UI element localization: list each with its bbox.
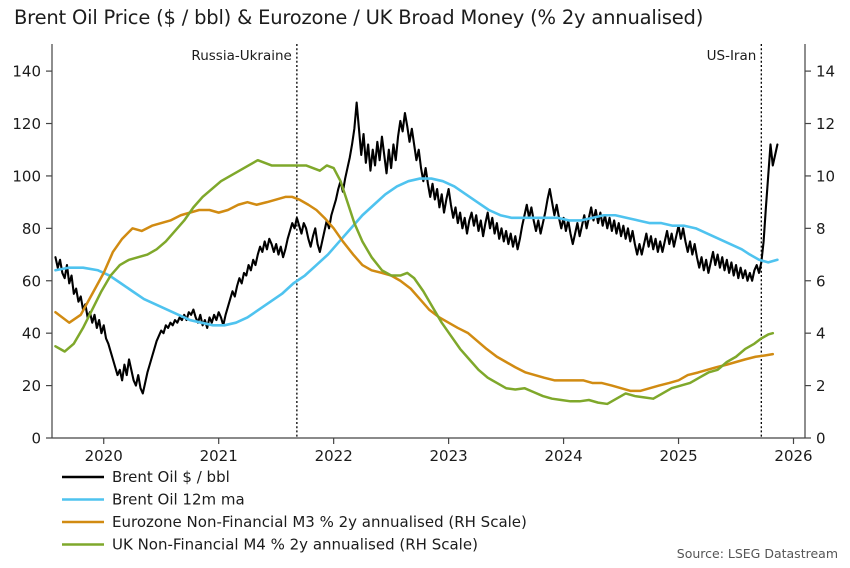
left-axis-tick-label: 40 xyxy=(22,325,41,343)
x-axis-tick-label: 2026 xyxy=(774,447,812,465)
right-y-axis: 0 2 4 6 8 10 12 14 xyxy=(804,44,835,448)
left-axis-tick-label: 0 xyxy=(31,430,41,448)
right-axis-tick-label: 6 xyxy=(816,272,826,290)
x-axis: 2020 2021 2022 2023 2024 2025 2026 xyxy=(52,437,813,465)
left-axis-tick-label: 140 xyxy=(12,63,41,81)
legend-label: Brent Oil 12m ma xyxy=(112,491,245,509)
source-label: Source: LSEG Datastream xyxy=(677,546,838,561)
right-axis-tick-label: 12 xyxy=(816,115,835,133)
event-label: US-Iran xyxy=(707,48,757,64)
right-axis-tick-label: 0 xyxy=(816,430,826,448)
left-y-axis: 0 20 40 60 80 100 120 140 xyxy=(12,44,53,448)
left-axis-tick-label: 100 xyxy=(12,167,41,185)
legend-label: UK Non-Financial M4 % 2y annualised (RH … xyxy=(112,536,478,554)
event-label: Russia-Ukraine xyxy=(191,48,291,64)
series-line-0 xyxy=(54,101,779,395)
left-axis-tick-label: 60 xyxy=(22,272,41,290)
legend-label: Brent Oil $ / bbl xyxy=(112,468,230,486)
x-axis-tick-label: 2024 xyxy=(544,447,582,465)
x-axis-tick-label: 2022 xyxy=(315,447,353,465)
series-line-1 xyxy=(54,177,779,327)
page-title: Brent Oil Price ($ / bbl) & Eurozone / U… xyxy=(14,6,704,29)
x-axis-tick-label: 2023 xyxy=(430,447,468,465)
x-axis-tick-label: 2020 xyxy=(85,447,123,465)
data-series xyxy=(54,101,779,406)
x-axis-tick-label: 2025 xyxy=(659,447,697,465)
source-attribution: Source: LSEG Datastream xyxy=(677,546,838,561)
chart-legend: Brent Oil $ / bbl Brent Oil 12m ma Eurozon… xyxy=(62,468,527,554)
left-axis-tick-label: 20 xyxy=(22,377,41,395)
left-axis-tick-label: 120 xyxy=(12,115,41,133)
right-axis-tick-label: 4 xyxy=(816,325,826,343)
right-axis-tick-label: 2 xyxy=(816,377,826,395)
series-line-2 xyxy=(54,195,775,393)
right-axis-tick-label: 14 xyxy=(816,63,835,81)
event-annotations: Russia-Ukraine US-Iran xyxy=(191,44,762,438)
right-axis-tick-label: 10 xyxy=(816,167,835,185)
series-line-3 xyxy=(54,158,775,406)
x-axis-tick-label: 2021 xyxy=(200,447,238,465)
left-axis-tick-label: 80 xyxy=(22,220,41,238)
right-axis-tick-label: 8 xyxy=(816,220,826,238)
legend-label: Eurozone Non-Financial M3 % 2y annualise… xyxy=(112,513,527,531)
